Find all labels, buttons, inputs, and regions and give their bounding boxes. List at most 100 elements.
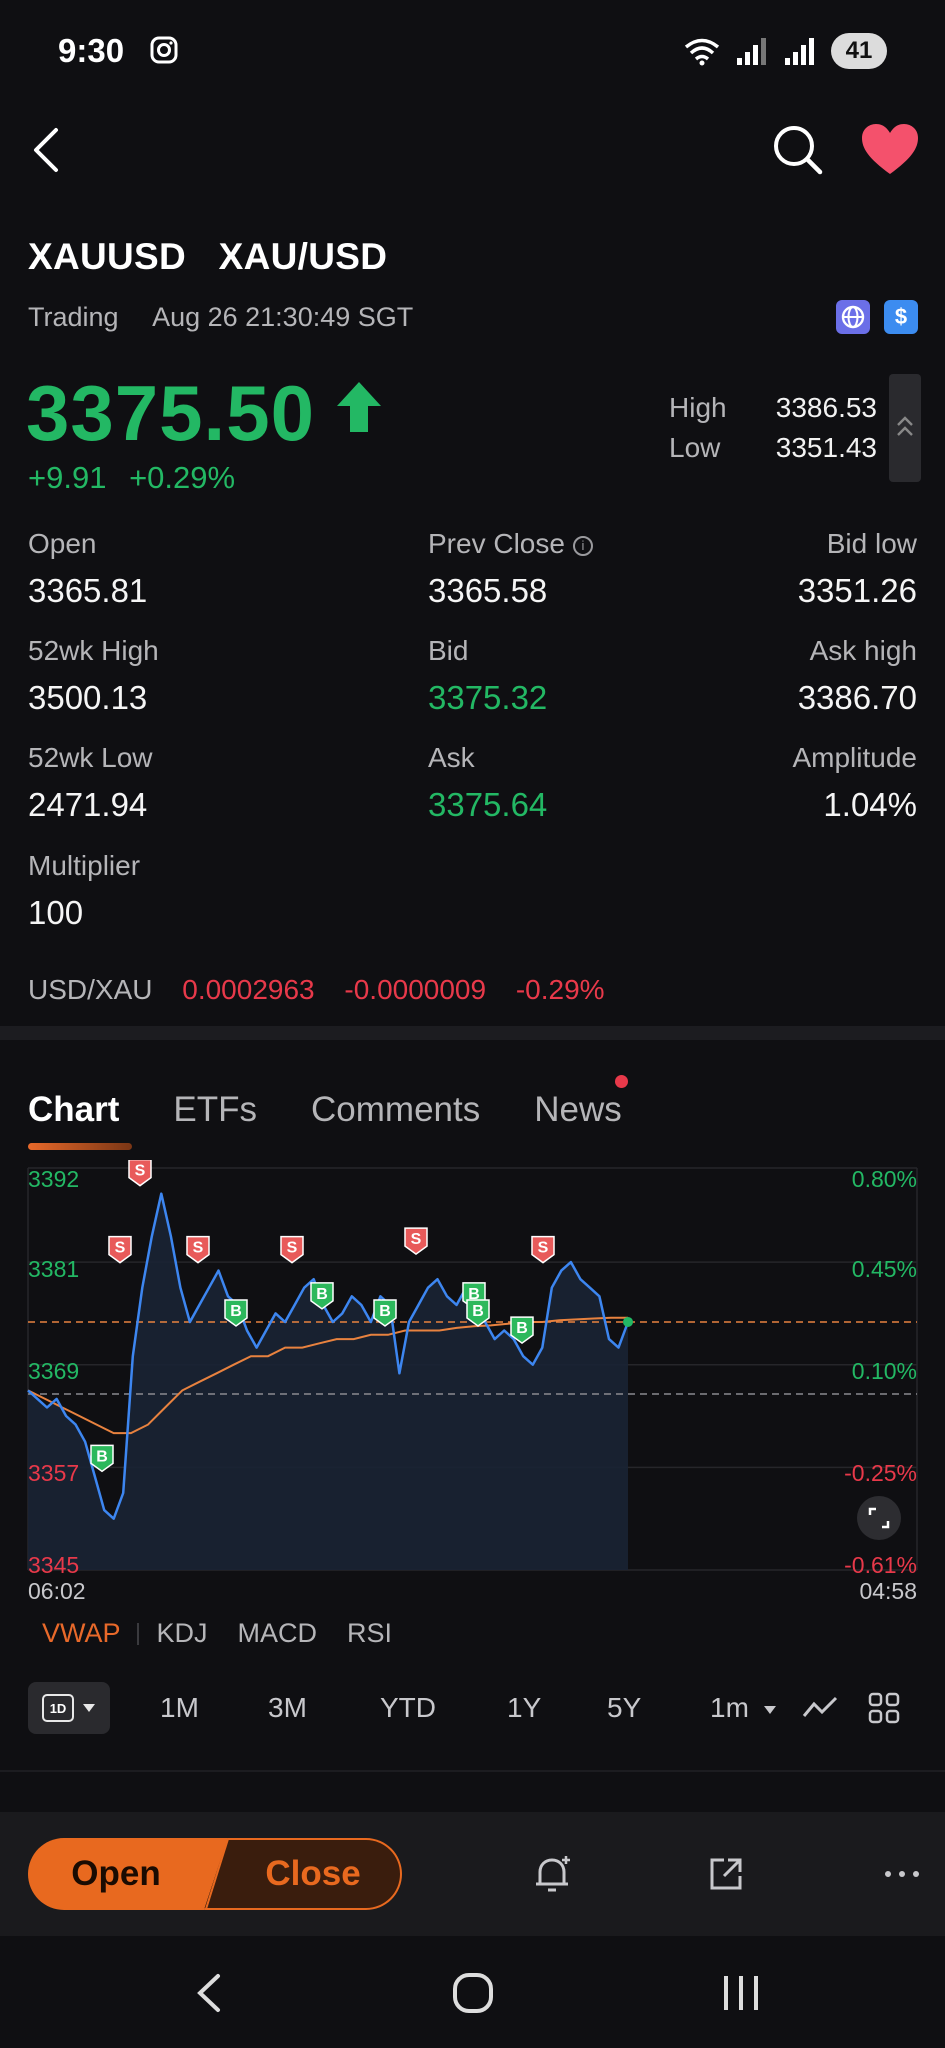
stat-52wk-high: 52wk High 3500.13 xyxy=(28,635,159,716)
y-left-tick: 3357 xyxy=(28,1460,80,1486)
stat-ask-high: Ask high 3386.70 xyxy=(797,635,917,716)
system-back-icon[interactable] xyxy=(186,1968,236,2018)
trading-state: Trading xyxy=(28,302,119,332)
range-ytd-button[interactable]: YTD xyxy=(380,1692,436,1723)
svg-text:B: B xyxy=(379,1303,391,1320)
price-alert-icon[interactable] xyxy=(530,1852,574,1896)
news-notification-dot xyxy=(615,1075,628,1088)
time-range-selector: 1D 1M 3M YTD 1Y 5Y 1m xyxy=(28,1682,918,1734)
sell-marker[interactable]: S xyxy=(280,1235,304,1264)
stat-multiplier: Multiplier 100 xyxy=(28,850,141,931)
y-right-tick: 0.10% xyxy=(851,1358,917,1384)
caret-down-icon xyxy=(763,1705,776,1714)
globe-icon[interactable] xyxy=(836,300,870,334)
price-line xyxy=(27,1192,630,1520)
indicator-kdj[interactable]: KDJ xyxy=(156,1618,208,1648)
sell-marker[interactable]: S xyxy=(404,1227,428,1256)
back-arrow-icon[interactable] xyxy=(22,122,78,178)
wifi-icon xyxy=(684,38,720,66)
stat-bid: Bid 3375.32 xyxy=(428,635,548,716)
caret-down-icon xyxy=(83,1704,95,1712)
inverse-quote: USD/XAU 0.0002963 -0.0000009 -0.29% xyxy=(28,974,605,1006)
signal-icon xyxy=(737,38,766,65)
x-tick-end: 04:58 xyxy=(859,1578,917,1604)
svg-text:S: S xyxy=(115,1240,126,1257)
share-icon[interactable] xyxy=(704,1852,748,1896)
chevron-up-icon xyxy=(897,416,913,436)
close-position-button[interactable]: Close xyxy=(204,1838,402,1910)
more-options-icon[interactable] xyxy=(882,1852,926,1896)
open-position-button[interactable]: Open xyxy=(28,1838,228,1910)
price-area xyxy=(28,1193,628,1570)
y-right-tick: -0.61% xyxy=(844,1552,917,1578)
sell-marker[interactable]: S xyxy=(128,1160,152,1187)
section-divider xyxy=(0,1026,945,1040)
stat-open: Open 3365.81 xyxy=(28,528,148,609)
tab-news[interactable]: News xyxy=(534,1090,622,1129)
price-change: +9.91 +0.29% xyxy=(28,460,235,496)
expand-chart-button[interactable] xyxy=(857,1496,901,1540)
interval-selector[interactable]: 1m xyxy=(710,1692,777,1724)
svg-text:B: B xyxy=(516,1320,528,1337)
collapse-toggle[interactable] xyxy=(889,374,921,482)
sell-marker[interactable]: S xyxy=(531,1235,555,1264)
stat-amplitude: Amplitude 1.04% xyxy=(792,742,917,823)
svg-text:B: B xyxy=(316,1286,328,1303)
svg-text:B: B xyxy=(96,1448,108,1465)
svg-text:S: S xyxy=(193,1240,204,1257)
range-1m-button[interactable]: 1M xyxy=(160,1692,199,1723)
buy-marker[interactable]: B xyxy=(224,1299,248,1327)
favorite-heart-icon[interactable] xyxy=(860,122,920,178)
market-badges: $ xyxy=(836,300,918,334)
tab-chart[interactable]: Chart xyxy=(28,1090,133,1150)
inverse-change: -0.0000009 xyxy=(344,974,487,1005)
range-1d-button[interactable]: 1D xyxy=(28,1682,110,1734)
sell-marker[interactable]: S xyxy=(186,1235,210,1264)
range-3m-button[interactable]: 3M xyxy=(268,1692,307,1723)
top-navigation xyxy=(0,110,945,190)
y-right-tick: 0.45% xyxy=(851,1256,917,1282)
sell-marker[interactable]: S xyxy=(108,1235,132,1264)
last-price-dot xyxy=(623,1316,633,1327)
svg-text:B: B xyxy=(472,1303,484,1320)
search-icon[interactable] xyxy=(768,120,828,180)
inverse-value: 0.0002963 xyxy=(182,974,315,1005)
indicator-rsi[interactable]: RSI xyxy=(347,1618,393,1648)
svg-text:S: S xyxy=(287,1240,298,1257)
buy-marker[interactable]: B xyxy=(310,1282,334,1310)
up-arrow-icon xyxy=(337,382,381,432)
battery-indicator: 41 xyxy=(831,33,887,69)
info-icon[interactable]: i xyxy=(572,535,593,556)
calendar-icon: 1D xyxy=(42,1694,74,1722)
change-percent: +0.29% xyxy=(129,460,236,495)
indicator-vwap[interactable]: VWAP xyxy=(42,1618,121,1648)
system-home-icon[interactable] xyxy=(448,1968,498,2018)
inverse-change-pct: -0.29% xyxy=(515,974,605,1005)
buy-marker[interactable]: B xyxy=(510,1316,534,1344)
signal-icon-2 xyxy=(785,38,814,65)
fullscreen-icon xyxy=(868,1507,890,1529)
svg-text:B: B xyxy=(468,1286,480,1303)
svg-text:B: B xyxy=(230,1303,242,1320)
grid-layout-icon[interactable] xyxy=(868,1692,900,1724)
last-price: 3375.50 xyxy=(26,369,315,457)
y-left-tick: 3392 xyxy=(28,1166,80,1192)
x-tick-start: 06:02 xyxy=(28,1578,86,1604)
buy-marker[interactable]: B xyxy=(373,1299,397,1327)
indicator-tabs: VWAP KDJ MACD RSI xyxy=(42,1618,422,1649)
range-1y-button[interactable]: 1Y xyxy=(507,1692,542,1723)
buy-marker[interactable]: B xyxy=(466,1299,490,1327)
buy-marker[interactable]: B xyxy=(90,1444,114,1473)
y-left-tick: 3369 xyxy=(28,1358,80,1384)
system-recents-icon[interactable] xyxy=(716,1968,766,2018)
stat-52wk-low: 52wk Low 2471.94 xyxy=(28,742,153,823)
tab-etfs[interactable]: ETFs xyxy=(173,1090,258,1129)
indicator-macd[interactable]: MACD xyxy=(237,1618,318,1648)
range-5y-button[interactable]: 5Y xyxy=(607,1692,642,1723)
dollar-icon[interactable]: $ xyxy=(884,300,918,334)
status-bar: 9:30 41 xyxy=(0,0,945,104)
pair-name: XAU/USD xyxy=(218,236,388,277)
tab-comments[interactable]: Comments xyxy=(311,1090,481,1129)
line-chart-icon[interactable] xyxy=(802,1694,838,1722)
